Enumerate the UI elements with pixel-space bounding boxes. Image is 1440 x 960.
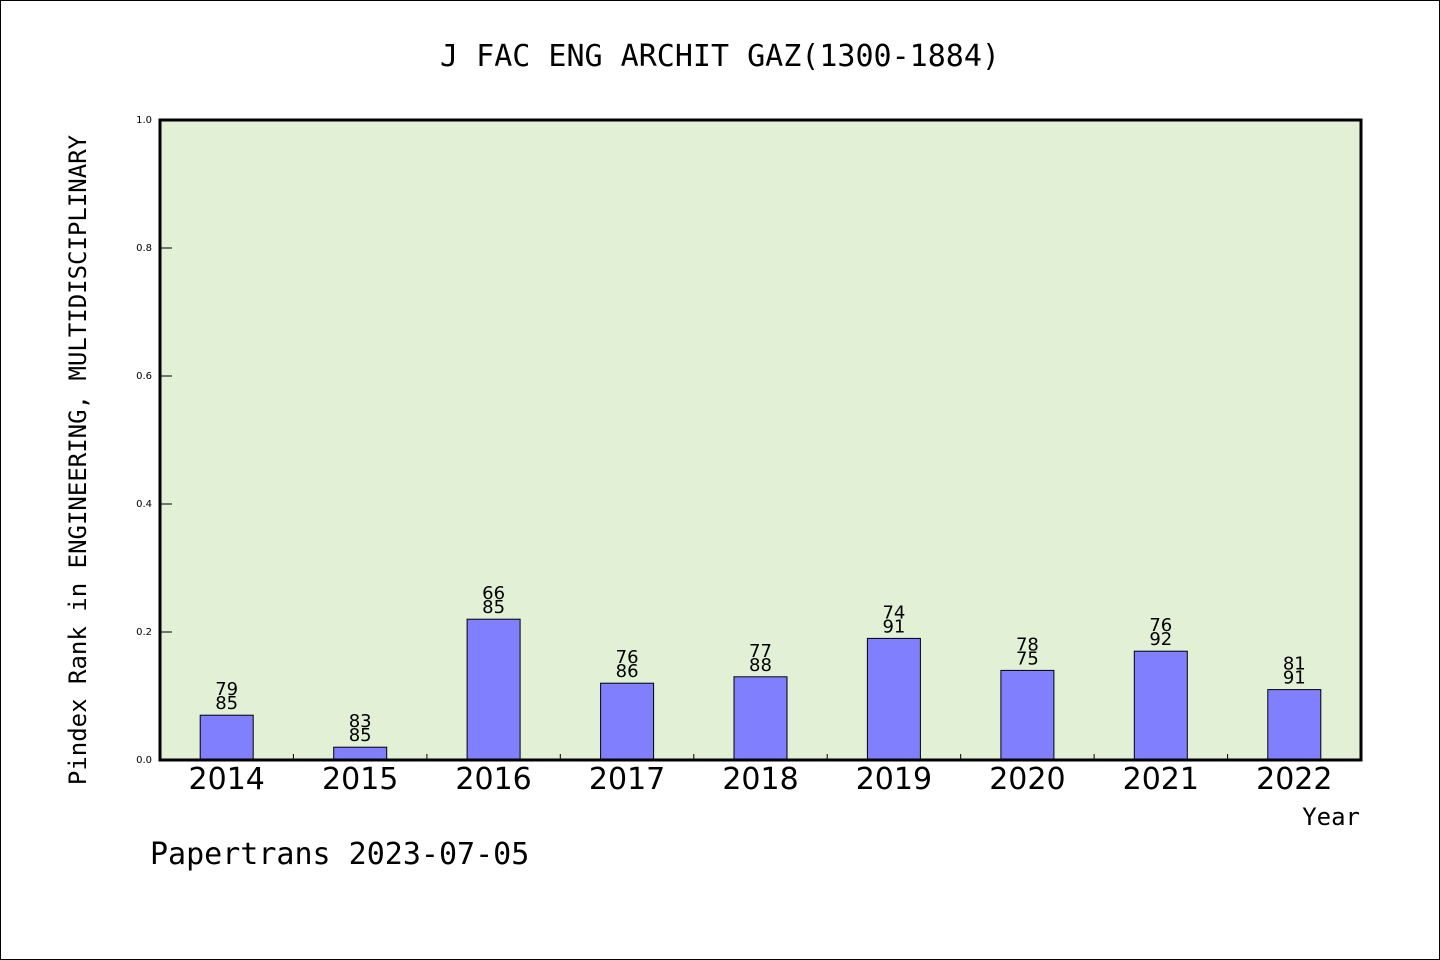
data-label-bottom-2022: 91	[1283, 668, 1306, 689]
data-label-bottom-2017: 86	[616, 661, 639, 682]
x-tick-label-2021: 2021	[1123, 762, 1199, 797]
y-tick-label-0.6: 0.6	[136, 371, 152, 382]
data-label-top-2021: 76	[1149, 615, 1172, 636]
data-label-top-2018: 77	[749, 641, 772, 662]
y-axis-label: Pindex Rank in ENGINEERING, MULTIDISCIPL…	[64, 134, 92, 785]
x-tick-label-2020: 2020	[989, 762, 1065, 797]
bar-2021	[1133, 650, 1188, 761]
data-label-top-2020: 78	[1016, 634, 1039, 655]
bar-2014	[199, 714, 254, 761]
x-axis-label: Year	[1302, 803, 1360, 831]
bar-2019	[866, 637, 921, 761]
y-tick-label-0.8: 0.8	[136, 243, 152, 254]
y-tick-label-0.4: 0.4	[136, 499, 152, 510]
bars-group	[199, 618, 1322, 761]
y-axis: 0.0 0.2 0.4 0.6 0.8 1.0	[136, 115, 172, 766]
x-axis: 2014 2015 2016 2017 2018 2019 2020 2021 2022	[189, 754, 1332, 797]
bar-2015	[333, 746, 388, 761]
y-tick-label-0.2: 0.2	[136, 627, 152, 638]
x-tick-label-2016: 2016	[455, 762, 531, 797]
bar-2017	[600, 682, 655, 761]
chart-title: J FAC ENG ARCHIT GAZ(1300-1884)	[440, 39, 1000, 74]
data-label-bottom-2014: 85	[215, 693, 238, 714]
data-label-top-2016: 66	[482, 583, 505, 604]
y-tick-label-0.0: 0.0	[136, 755, 152, 766]
y-tick-label-1.0: 1.0	[136, 115, 152, 126]
plot-border	[158, 118, 1363, 762]
bar-2018	[733, 676, 788, 761]
bar-2016	[466, 618, 521, 761]
data-label-bottom-2019: 91	[882, 616, 905, 637]
x-tick-label-2015: 2015	[322, 762, 398, 797]
bar-2022	[1267, 689, 1322, 761]
data-label-top-2015: 83	[349, 711, 372, 732]
x-tick-label-2014: 2014	[189, 762, 265, 797]
data-label-top-2017: 76	[616, 647, 639, 668]
data-label-bottom-2020: 75	[1016, 648, 1039, 669]
x-tick-label-2019: 2019	[856, 762, 932, 797]
data-label-bottom-2018: 88	[749, 655, 772, 676]
data-label-top-2014: 79	[215, 679, 238, 700]
data-label-bottom-2015: 85	[349, 725, 372, 746]
data-label-bottom-2016: 85	[482, 597, 505, 618]
x-tick-label-2018: 2018	[722, 762, 798, 797]
credit-text: Papertrans 2023-07-05	[150, 837, 529, 872]
data-label-top-2019: 74	[882, 602, 905, 623]
bar-2020	[1000, 669, 1055, 761]
data-label-bottom-2021: 92	[1149, 629, 1172, 650]
x-tick-label-2017: 2017	[589, 762, 665, 797]
x-tick-label-2022: 2022	[1256, 762, 1332, 797]
data-label-top-2022: 81	[1283, 654, 1306, 675]
